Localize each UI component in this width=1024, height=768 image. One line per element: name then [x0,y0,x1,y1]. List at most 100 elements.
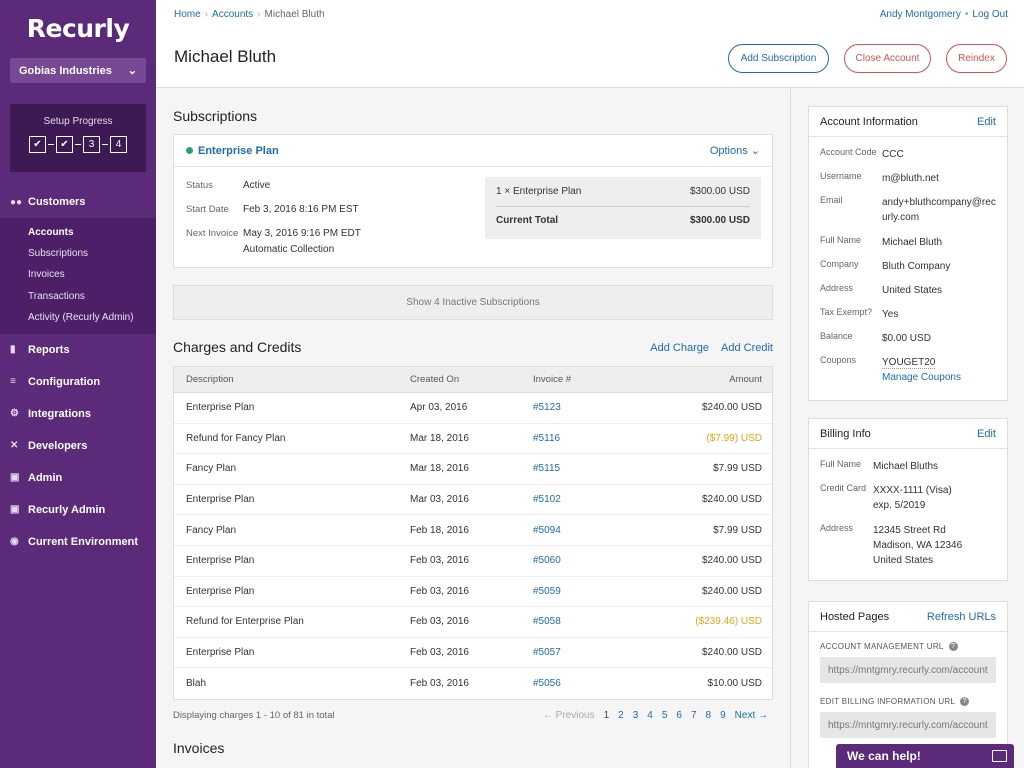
setup-step-3[interactable]: 3 [83,136,100,153]
close-account-button[interactable]: Close Account [844,44,931,73]
breadcrumb-home[interactable]: Home [174,9,201,20]
breadcrumb-current: Michael Bluth [264,9,325,20]
lock-icon: ▣ [10,472,20,484]
table-row[interactable]: Enterprise Plan Feb 03, 2016 #5059 $240.00 … [174,577,772,608]
start-date-value: Feb 3, 2016 8:16 PM EST [243,204,359,215]
refresh-urls-link[interactable]: Refresh URLs [926,610,996,623]
page-9[interactable]: 9 [720,710,726,721]
step-connector [48,144,54,145]
billing-full-name-label: Full Name [820,459,862,469]
invoice-link[interactable]: #5123 [533,402,561,414]
invoice-link[interactable]: #5115 [533,463,561,475]
charge-amount: $240.00 USD [701,494,762,506]
email-link[interactable]: andy+bluthcompany@recurly.com [882,197,996,223]
nav-customers[interactable]: ●● Customers [0,186,156,218]
page-7[interactable]: 7 [690,710,697,721]
account-management-url-label-text: ACCOUNT MANAGEMENT URL [820,642,944,651]
subscription-plan-link[interactable]: Enterprise Plan [186,145,279,157]
column-description[interactable]: Description [186,374,234,385]
subnav-activity[interactable]: Activity (Recurly Admin) [28,311,134,323]
table-row[interactable]: Fancy Plan Feb 18, 2016 #5094 $7.99 USD [174,515,772,546]
setup-step-2[interactable]: ✔ [56,136,73,153]
subnav-accounts[interactable]: Accounts [28,227,74,239]
nav-current-environment[interactable]: ◉ Current Environment [0,526,156,558]
charge-date: Mar 18, 2016 [410,432,469,444]
column-created-on[interactable]: Created On [410,374,460,385]
add-charge-link[interactable]: Add Charge [650,342,710,354]
breadcrumb-accounts[interactable]: Accounts [212,9,254,20]
edit-billing-link[interactable]: Edit [977,427,996,440]
invoice-link[interactable]: #5058 [533,616,561,628]
nav-recurly-admin[interactable]: ▣ Recurly Admin [0,494,156,526]
reindex-button[interactable]: Reindex [946,44,1007,73]
invoice-link[interactable]: #5102 [533,494,561,506]
tax-exempt-label: Tax Exempt? [820,307,873,317]
charge-description: Fancy Plan [186,463,237,475]
charges-title: Charges and Credits [173,339,302,355]
current-total-amount: $300.00 USD [689,214,750,226]
show-inactive-subscriptions-button[interactable]: Show 4 Inactive Subscriptions [173,285,773,320]
help-chat-widget[interactable]: We can help! [836,744,1014,768]
help-icon[interactable]: ? [960,697,970,706]
help-icon[interactable]: ? [948,642,958,651]
nav-configuration-label: Configuration [28,375,101,388]
subscription-card: Enterprise Plan Options ⌄ Status Active S… [173,134,773,268]
subnav-invoices[interactable]: Invoices [28,269,65,281]
line-item-amount: $300.00 USD [689,186,750,197]
page-8[interactable]: 8 [705,710,712,721]
step-connector [102,144,108,145]
column-amount[interactable]: Amount [729,374,762,385]
table-row[interactable]: Refund for Enterprise Plan Feb 03, 2016 #5… [174,607,772,638]
table-row[interactable]: Fancy Plan Mar 18, 2016 #5115 $7.99 USD [174,454,772,485]
charge-amount: $10.00 USD [707,678,762,690]
add-credit-link[interactable]: Add Credit [721,342,773,354]
table-row[interactable]: Blah Feb 03, 2016 #5056 $10.00 USD [174,668,772,699]
next-page[interactable]: Next → [734,710,768,721]
subnav-subscriptions[interactable]: Subscriptions [28,248,89,260]
table-row[interactable]: Enterprise Plan Feb 03, 2016 #5057 $240.00 … [174,638,772,669]
coupon-code[interactable]: YOUGET20 [882,357,936,369]
globe-icon: ◉ [10,536,19,548]
setup-progress[interactable]: Setup Progress ✔ ✔ 3 4 [10,104,146,172]
charge-actions: Add Charge Add Credit [650,342,773,354]
tax-exempt-value: Yes [882,309,899,320]
table-row[interactable]: Enterprise Plan Feb 03, 2016 #5060 $240.00 … [174,546,772,577]
recurly-logo[interactable]: Recurly [26,13,130,43]
nav-reports[interactable]: ▮ Reports [0,334,156,366]
page-3[interactable]: 3 [632,710,639,721]
column-invoice[interactable]: Invoice # [533,374,572,385]
add-subscription-button[interactable]: Add Subscription [728,44,829,73]
card-expiry: exp. 5/2019 [873,500,926,511]
options-dropdown[interactable]: Options ⌄ [709,145,760,157]
page-4[interactable]: 4 [647,710,653,721]
manage-coupons-link[interactable]: Manage Coupons [882,372,961,383]
page-2[interactable]: 2 [618,710,624,721]
page-5[interactable]: 5 [661,710,668,721]
chevron-down-icon: ⌄ [127,65,137,77]
invoice-link[interactable]: #5057 [533,647,561,659]
invoice-link[interactable]: #5056 [533,678,561,690]
table-row[interactable]: Enterprise Plan Mar 03, 2016 #5102 $240.00 … [174,485,772,516]
setup-step-1[interactable]: ✔ [29,136,46,153]
invoice-link[interactable]: #5059 [533,585,561,597]
logout-link[interactable]: Log Out [972,9,1008,20]
nav-configuration[interactable]: ≡ Configuration [0,366,156,398]
user-name-link[interactable]: Andy Montgomery [879,9,961,20]
charge-description: Enterprise Plan [186,555,255,567]
org-select[interactable]: Gobias Industries ⌄ [10,58,146,83]
page-6[interactable]: 6 [676,710,682,721]
invoice-link[interactable]: #5116 [533,432,561,444]
table-row[interactable]: Refund for Fancy Plan Mar 18, 2016 #5116 ($… [174,424,772,455]
nav-developers[interactable]: ✕ Developers [0,430,156,462]
nav-integrations[interactable]: ⚙ Integrations [0,398,156,430]
edit-billing-url-field[interactable]: https://mntgmry.recurly.com/account [820,712,996,738]
account-management-url-field[interactable]: https://mntgmry.recurly.com/account [820,657,996,683]
invoice-link[interactable]: #5060 [533,555,561,567]
nav-admin[interactable]: ▣ Admin [0,462,156,494]
setup-step-4[interactable]: 4 [110,136,127,153]
edit-account-link[interactable]: Edit [977,115,996,128]
subnav-transactions[interactable]: Transactions [28,290,85,302]
table-row[interactable]: Enterprise Plan Apr 03, 2016 #5123 $240.00 … [174,393,772,424]
main-content: Subscriptions Enterprise Plan Options ⌄ … [156,89,790,768]
invoice-link[interactable]: #5094 [533,524,561,536]
